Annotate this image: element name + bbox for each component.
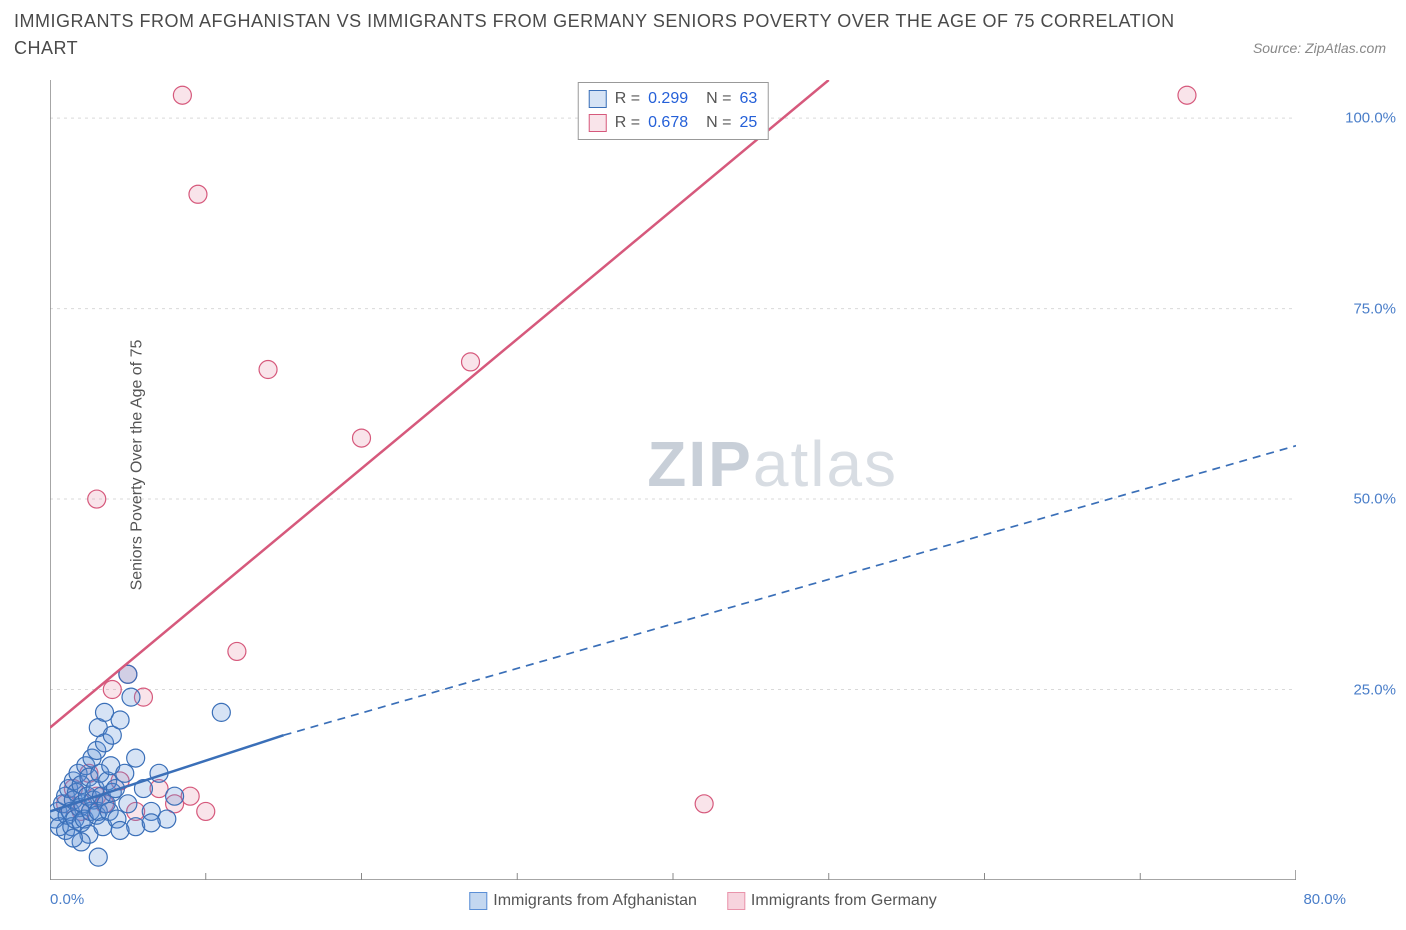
- scatter-point: [462, 353, 480, 371]
- legend-bottom: Immigrants from Afghanistan Immigrants fr…: [469, 892, 936, 910]
- stats-r-label: R =: [615, 111, 640, 135]
- watermark-zip: ZIP: [647, 428, 753, 500]
- scatter-point: [173, 86, 191, 104]
- stats-r-value: 0.678: [648, 111, 688, 135]
- scatter-point: [103, 681, 121, 699]
- stats-swatch: [589, 90, 607, 108]
- x-tick-max: 80.0%: [1303, 891, 1346, 908]
- legend-item: Immigrants from Germany: [727, 892, 937, 910]
- scatter-point: [127, 749, 145, 767]
- watermark: ZIPatlas: [647, 427, 898, 501]
- stats-r-value: 0.299: [648, 87, 688, 111]
- stats-n-value: 25: [739, 111, 757, 135]
- scatter-point: [88, 490, 106, 508]
- scatter-point: [1178, 86, 1196, 104]
- source-credit: Source: ZipAtlas.com: [1253, 40, 1386, 56]
- scatter-point: [64, 829, 82, 847]
- scatter-point: [116, 764, 134, 782]
- stats-n-label: N =: [706, 111, 731, 135]
- y-tick-label: 25.0%: [1353, 681, 1396, 698]
- stats-row: R = 0.678 N = 25: [589, 111, 758, 135]
- scatter-point: [212, 703, 230, 721]
- stats-row: R = 0.299 N = 63: [589, 87, 758, 111]
- scatter-point: [353, 429, 371, 447]
- scatter-point: [111, 821, 129, 839]
- scatter-point: [158, 810, 176, 828]
- stats-legend-box: R = 0.299 N = 63 R = 0.678 N = 25: [578, 82, 769, 140]
- stats-n-label: N =: [706, 87, 731, 111]
- scatter-point: [197, 802, 215, 820]
- watermark-atlas: atlas: [753, 428, 898, 500]
- scatter-point: [695, 795, 713, 813]
- legend-swatch: [727, 892, 745, 910]
- scatter-point: [142, 814, 160, 832]
- y-tick-label: 50.0%: [1353, 491, 1396, 508]
- chart-title: IMMIGRANTS FROM AFGHANISTAN VS IMMIGRANT…: [14, 8, 1206, 62]
- chart-plot-area: ZIPatlas R =0.299N =63R =0.678N =25 25.0…: [50, 80, 1296, 880]
- scatter-point: [89, 848, 107, 866]
- stats-swatch: [589, 114, 607, 132]
- scatter-point: [189, 185, 207, 203]
- y-tick-label: 100.0%: [1345, 110, 1396, 127]
- legend-item: Immigrants from Afghanistan: [469, 892, 697, 910]
- scatter-point: [111, 711, 129, 729]
- scatter-point: [259, 361, 277, 379]
- legend-label: Immigrants from Germany: [751, 892, 937, 910]
- stats-r-label: R =: [615, 87, 640, 111]
- stats-n-value: 63: [739, 87, 757, 111]
- legend-label: Immigrants from Afghanistan: [493, 892, 697, 910]
- y-tick-label: 75.0%: [1353, 300, 1396, 317]
- scatter-point: [122, 688, 140, 706]
- trend-line: [50, 80, 829, 728]
- scatter-point: [119, 795, 137, 813]
- x-tick-min: 0.0%: [50, 891, 84, 908]
- scatter-point: [228, 642, 246, 660]
- legend-swatch: [469, 892, 487, 910]
- scatter-point: [127, 818, 145, 836]
- scatter-point: [166, 787, 184, 805]
